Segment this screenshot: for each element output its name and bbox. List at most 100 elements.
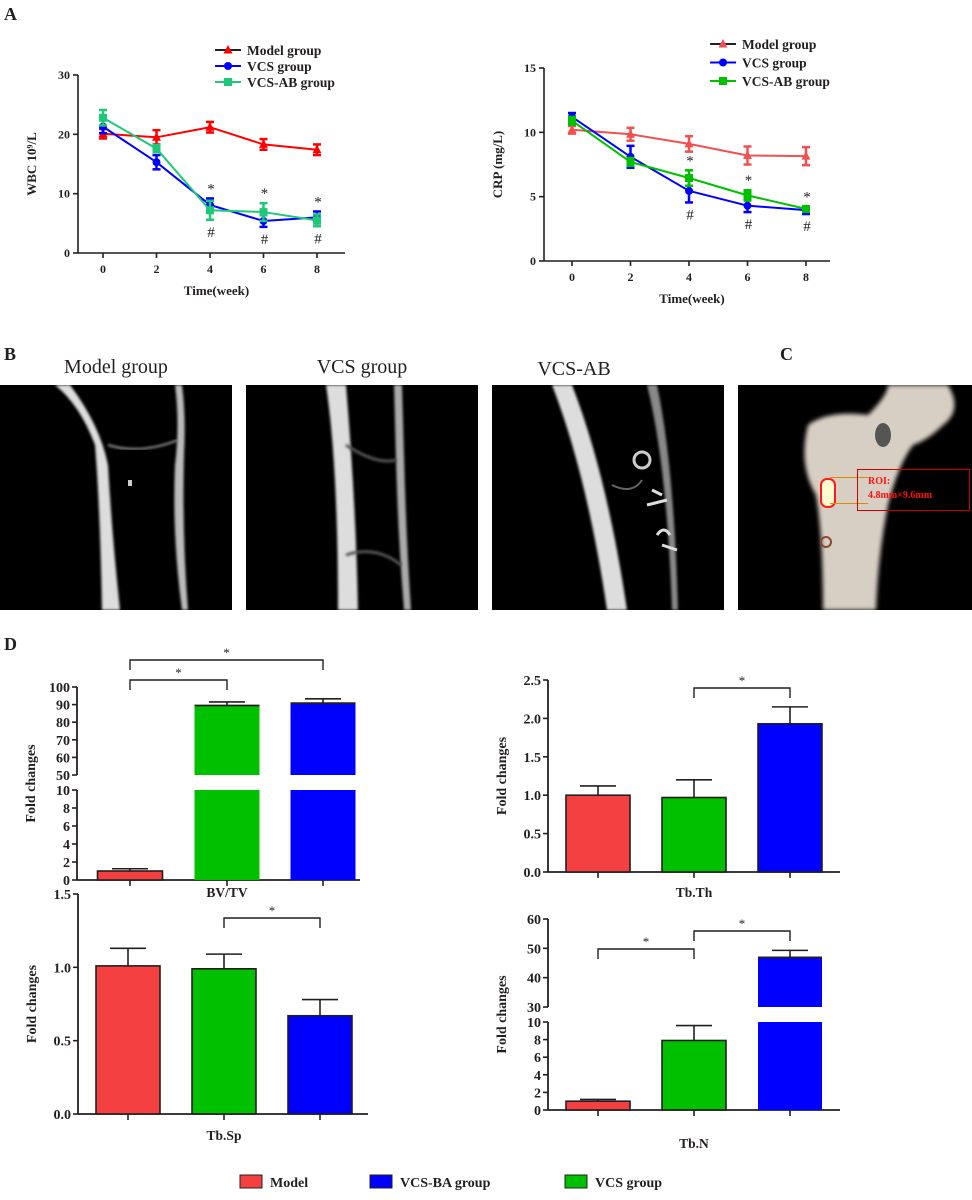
y-tick-label: 1.5	[54, 888, 72, 903]
legend-circle-marker	[224, 62, 232, 70]
data-point-circle-marker	[152, 158, 161, 167]
y-tick-label: 30	[527, 1001, 541, 1016]
data-point-square-marker	[626, 157, 635, 166]
significance-bracket	[129, 679, 228, 690]
y-tick-label: 10	[56, 784, 70, 799]
data-point-triangle-marker	[259, 139, 268, 148]
roi-leader-line-bottom	[830, 503, 868, 504]
bar-model	[96, 867, 164, 881]
y-tick-label: 8	[63, 802, 70, 817]
bar-rect	[191, 967, 257, 1115]
data-point-triangle-marker	[743, 150, 752, 159]
significance-hash: #	[803, 219, 811, 235]
y-tick-label: 0	[64, 246, 70, 260]
x-tick-label: 0	[100, 262, 106, 276]
significance-star: *	[269, 903, 276, 918]
y-tick-label: 0.5	[54, 1035, 72, 1050]
bar-model	[565, 1098, 631, 1111]
x-axis-label: Tb.Th	[676, 885, 713, 900]
legend-circle-marker	[719, 58, 727, 67]
bar-rect	[758, 957, 822, 1007]
bar-vcs-group	[191, 953, 257, 1115]
legend-square-marker	[224, 78, 232, 86]
x-axis-label: Tb.Sp	[207, 1128, 242, 1143]
roi-marker	[820, 478, 836, 508]
y-tick-label: 10	[58, 187, 70, 201]
data-point-square-marker	[206, 206, 214, 215]
bar-model	[565, 785, 631, 873]
significance-hash: #	[686, 207, 694, 223]
y-tick-label: 2	[534, 1086, 541, 1101]
significance-star: *	[261, 186, 269, 202]
roi-size: 4.8mm×9.6mm	[868, 490, 933, 501]
data-point-square-marker	[568, 116, 576, 125]
legend-label: VCS group	[247, 59, 312, 74]
y-tick-label: 0	[63, 874, 70, 889]
y-tick-label: 40	[527, 972, 541, 987]
y-tick-label: 4	[63, 838, 70, 853]
bar-rect	[661, 1039, 727, 1111]
x-tick-label: 2	[154, 262, 160, 276]
bar-rect	[95, 965, 161, 1115]
significance-star: *	[314, 194, 322, 210]
data-point-triangle-marker	[801, 151, 811, 160]
bar-rect	[661, 796, 727, 873]
legend-label: VCS-AB group	[247, 75, 335, 90]
y-tick-label: 0	[534, 1104, 541, 1119]
y-tick-label: 5	[530, 190, 536, 204]
significance-star: *	[223, 645, 230, 660]
x-tick-label: 2	[628, 270, 634, 284]
bar-vcs-ba-group	[757, 706, 823, 873]
y-tick-label: 0.0	[54, 1108, 72, 1123]
y-axis-label: CRP (mg/L)	[490, 131, 505, 199]
bar-rect	[287, 1014, 353, 1115]
significance-bracket	[223, 917, 321, 928]
significance-hash: #	[314, 231, 322, 247]
y-tick-label: 2.0	[524, 712, 542, 727]
x-tick-label: 6	[745, 270, 751, 284]
data-point-triangle-marker	[312, 144, 322, 154]
model-image-title: Model group	[64, 356, 168, 378]
roi-callout-box	[857, 469, 970, 511]
y-tick-label: 60	[56, 751, 70, 766]
data-point-square-marker	[743, 191, 752, 200]
microct-image-model	[0, 385, 232, 610]
roi-label: ROI:	[868, 476, 891, 487]
significance-star: *	[686, 153, 694, 169]
data-point-circle-marker	[685, 186, 693, 195]
legend-swatch	[239, 1174, 263, 1189]
y-tick-label: 90	[56, 699, 70, 714]
legend-swatch	[564, 1174, 588, 1189]
significance-bracket	[693, 930, 791, 941]
y-tick-label: 50	[56, 769, 70, 784]
y-tick-label: 6	[63, 820, 70, 835]
significance-bracket	[129, 659, 324, 670]
bar-rect	[758, 1022, 822, 1110]
y-tick-label: 0	[530, 254, 536, 268]
y-tick-label: 6	[534, 1051, 541, 1066]
wbc-line-chart: 0 10 20 30 0 2 4 6 8 Time(week) WBC 10⁹/L Model gro…	[24, 43, 345, 298]
y-tick-label: 100	[49, 681, 70, 696]
x-tick-label: 8	[803, 270, 809, 284]
legend-swatch	[369, 1174, 393, 1189]
panel-label-b: B	[4, 344, 17, 364]
y-tick-label: 8	[534, 1034, 541, 1049]
x-tick-label: 0	[569, 270, 575, 284]
y-axis-label: Fold changes	[495, 736, 510, 815]
legend-label: Model group	[742, 37, 816, 52]
bar-rect	[290, 790, 356, 880]
x-tick-label: 6	[261, 262, 267, 276]
panel-label-a: A	[4, 4, 17, 24]
significance-hash: #	[207, 225, 215, 241]
bar-vcs-ba-group	[290, 697, 356, 880]
microct-image-vcs	[246, 385, 478, 610]
tbsp-bar-chart: 0.0 0.5 1.0 1.5 Fold changes Tb.Sp *	[25, 888, 368, 1143]
series-model-group	[98, 120, 322, 157]
bar-rect	[194, 790, 260, 880]
legend-triangle-marker	[223, 45, 233, 54]
tbth-bar-chart: 0.0 0.5 1.0 1.5 2.0 2.5 Fold changes Tb.Th *	[495, 673, 840, 900]
vcsab-image-title: VCS-AB	[537, 358, 611, 380]
x-axis-label: Tb.N	[679, 1136, 709, 1151]
panel-label-d: D	[4, 634, 17, 654]
